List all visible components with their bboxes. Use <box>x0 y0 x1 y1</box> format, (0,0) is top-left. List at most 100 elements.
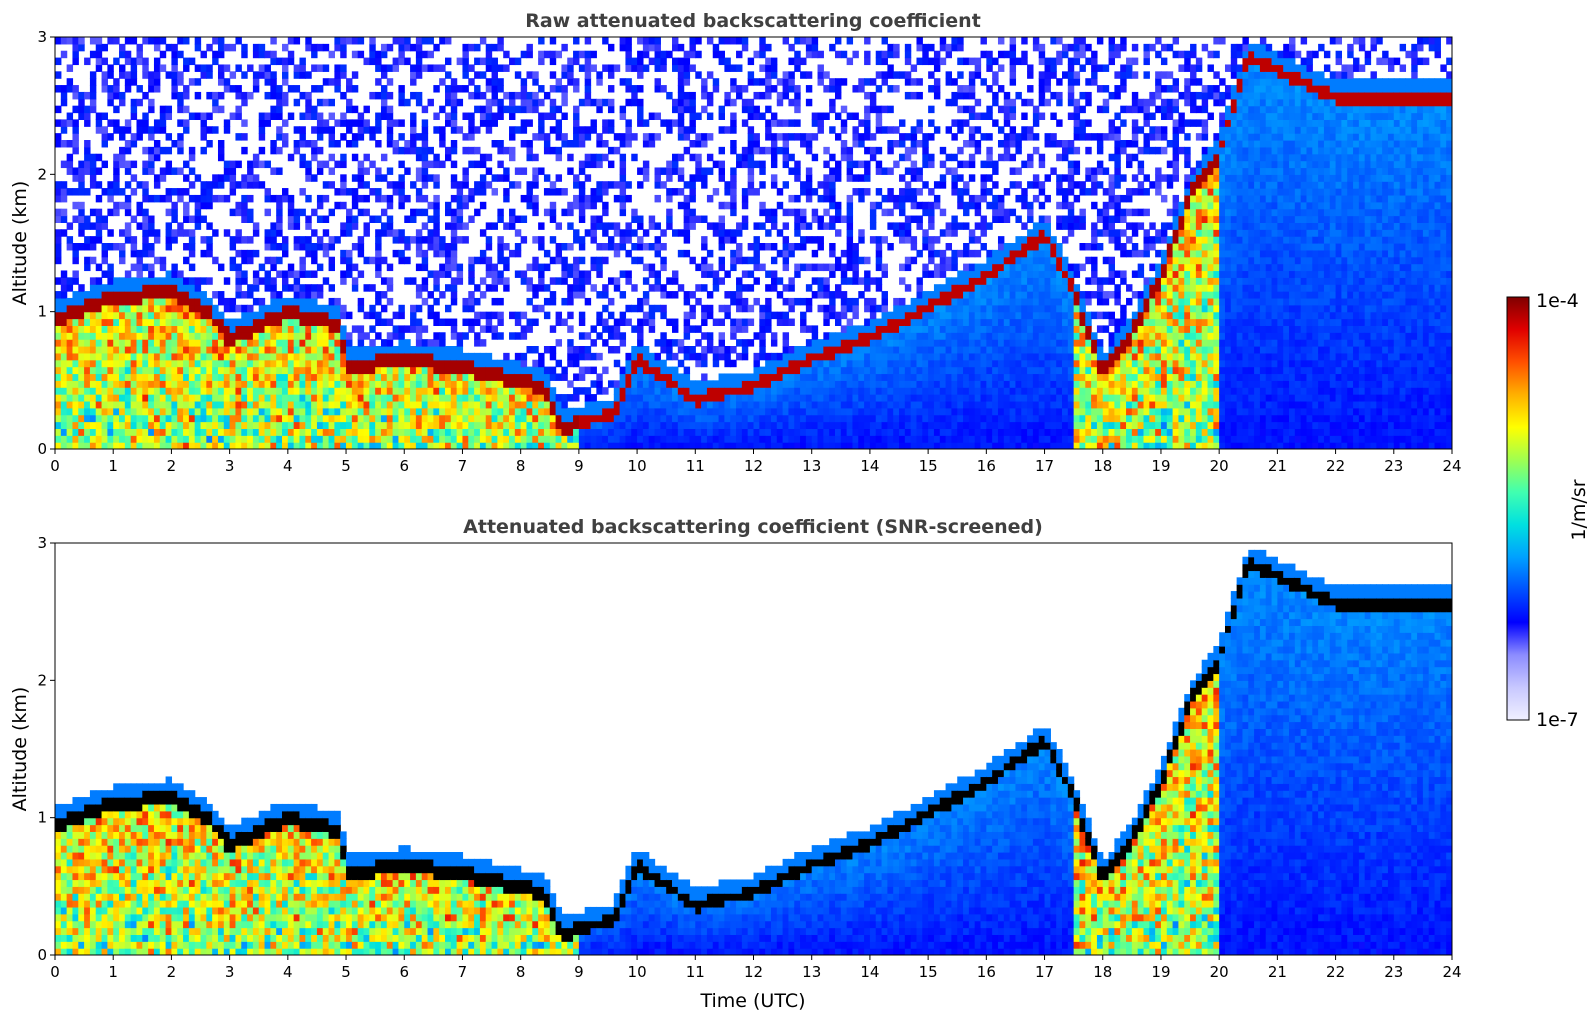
heatmap-cell <box>299 400 306 409</box>
heatmap-cell <box>398 332 405 340</box>
heatmap-cell <box>241 91 248 100</box>
heatmap-cell <box>811 380 819 388</box>
heatmap-cell <box>171 188 178 196</box>
heatmap-cell <box>607 126 615 134</box>
heatmap-cell <box>584 421 592 429</box>
heatmap-cell <box>637 359 644 368</box>
heatmap-cell <box>706 98 714 107</box>
heatmap-cell <box>776 400 784 409</box>
heatmap-cell <box>95 346 103 354</box>
heatmap-cell <box>444 373 452 381</box>
heatmap-cell <box>235 435 242 443</box>
heatmap-cell <box>177 373 184 381</box>
heatmap-cell <box>468 256 475 265</box>
heatmap-cell <box>829 304 836 313</box>
heatmap-cell <box>788 428 795 436</box>
heatmap-cell <box>421 297 429 306</box>
heatmap-cell <box>613 421 621 429</box>
heatmap-cell <box>788 194 795 203</box>
heatmap-cell <box>177 339 184 347</box>
heatmap-cell <box>229 71 237 79</box>
heatmap-cell <box>340 414 347 423</box>
heatmap-cell <box>410 64 417 72</box>
heatmap-cell <box>264 414 271 423</box>
heatmap-cell <box>520 332 528 340</box>
heatmap-cell <box>293 243 301 251</box>
heatmap-cell <box>241 174 248 182</box>
heatmap-cell <box>84 188 91 196</box>
heatmap-cell <box>148 346 155 354</box>
heatmap-cell <box>322 318 330 326</box>
heatmap-cell <box>817 126 824 134</box>
heatmap-cell <box>142 284 149 292</box>
heatmap-cell <box>311 428 318 436</box>
heatmap-cell <box>124 229 132 237</box>
heatmap-cell <box>165 428 173 436</box>
heatmap-cell <box>683 325 691 333</box>
heatmap-cell <box>625 400 632 409</box>
heatmap-cell <box>625 270 632 278</box>
heatmap-cell <box>351 414 359 423</box>
heatmap-cell <box>607 400 615 409</box>
heatmap-cell <box>148 126 155 134</box>
heatmap-cell <box>514 243 522 251</box>
heatmap-cell <box>206 400 213 409</box>
heatmap-cell <box>759 380 766 388</box>
heatmap-cell <box>514 414 522 423</box>
heatmap-cell <box>485 442 493 449</box>
heatmap-cell <box>148 167 155 175</box>
heatmap-cell <box>794 194 801 203</box>
heatmap-cell <box>258 119 266 127</box>
heatmap-cell <box>840 332 848 340</box>
heatmap-cell <box>363 284 370 292</box>
heatmap-cell <box>375 236 382 244</box>
heatmap-cell <box>188 332 196 340</box>
heatmap-cell <box>474 339 481 347</box>
heatmap-cell <box>148 249 155 258</box>
heatmap-cell <box>503 174 510 182</box>
heatmap-cell <box>188 387 196 395</box>
heatmap-cell <box>619 380 627 388</box>
heatmap-cell <box>782 119 790 127</box>
heatmap-cell <box>811 366 819 375</box>
heatmap-cell <box>770 435 778 443</box>
heatmap-cell <box>596 400 603 409</box>
heatmap-cell <box>421 167 429 175</box>
heatmap-cell <box>107 442 114 449</box>
heatmap-cell <box>346 208 353 217</box>
heatmap-cell <box>724 394 731 402</box>
heatmap-cell <box>444 435 452 443</box>
heatmap-cell <box>561 366 568 375</box>
heatmap-cell <box>380 339 388 347</box>
heatmap-cell <box>770 85 778 93</box>
heatmap-cell <box>549 126 557 134</box>
heatmap-cell <box>357 112 365 120</box>
heatmap-cell <box>316 373 324 381</box>
heatmap-cell <box>503 284 510 292</box>
heatmap-cell <box>264 380 271 388</box>
heatmap-cell <box>829 414 836 423</box>
heatmap-cell <box>654 339 661 347</box>
heatmap-cell <box>130 291 138 299</box>
heatmap-cell <box>462 428 469 436</box>
heatmap-cell <box>840 270 848 278</box>
heatmap-cell <box>596 311 603 320</box>
heatmap-cell <box>788 352 795 361</box>
heatmap-cell <box>165 400 173 409</box>
heatmap-cell <box>270 414 277 423</box>
heatmap-cell <box>631 208 638 217</box>
heatmap-cell <box>322 407 330 416</box>
heatmap-cell <box>747 380 755 388</box>
heatmap-cell <box>264 194 271 203</box>
heatmap-cell <box>666 380 673 388</box>
heatmap-cell <box>602 208 609 217</box>
heatmap-cell <box>811 208 819 217</box>
heatmap-cell <box>747 442 755 449</box>
heatmap-cell <box>450 249 458 258</box>
heatmap-cell <box>823 380 830 388</box>
heatmap-cell <box>462 414 469 423</box>
heatmap-cell <box>509 249 516 258</box>
heatmap-cell <box>637 37 644 45</box>
heatmap-cell <box>567 297 574 306</box>
heatmap-cell <box>153 284 161 292</box>
